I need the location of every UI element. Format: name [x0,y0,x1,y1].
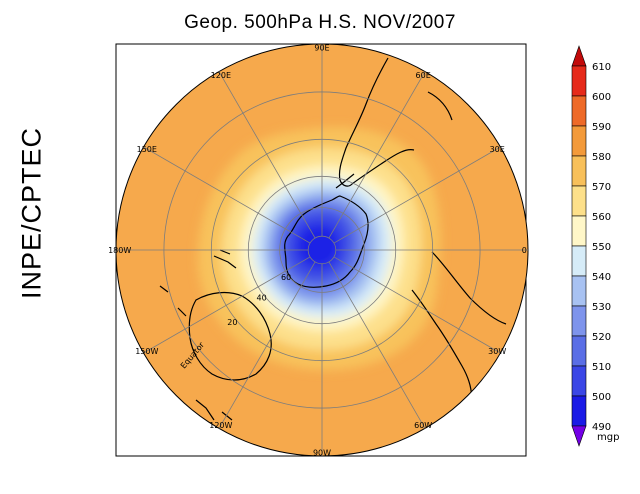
colorbar-level-label: 600 [592,92,611,103]
longitude-label: 120W [209,421,232,430]
colorbar-labels: 490 500 510 520 530 540 550 560 570 580 590 600 610 [592,62,611,433]
chart-title: Geop. 500hPa H.S. NOV/2007 [184,12,456,33]
colorbar-level-label: 580 [592,152,611,163]
latitude-label: 60 [281,273,291,282]
colorbar-swatch [571,395,587,427]
longitude-label: 0 [522,246,527,255]
longitude-label: 150E [137,145,157,154]
meridian [328,71,426,239]
meridian [143,256,311,354]
colorbar-level-label: 550 [592,242,611,253]
colorbar-level-label: 520 [592,332,611,343]
latitude-label: 20 [227,318,237,327]
meridian [218,71,316,239]
graticule [115,43,529,457]
colorbar-swatch [571,305,587,337]
colorbar-level-label: 610 [592,62,611,73]
colorbar-level-label: 560 [592,212,611,223]
colorbar-level-label: 540 [592,272,611,283]
colorbar-level-label: 570 [592,182,611,193]
colorbar-unit: mgp [597,432,619,443]
longitude-label: 60E [416,71,431,80]
colorbar-swatch [571,365,587,397]
coast-islands-west [159,285,233,421]
longitude-label: 30W [488,347,506,356]
colorbar-swatch [571,245,587,277]
colorbar-swatch [571,65,587,97]
colorbar-swatch [571,185,587,217]
colorbar-swatch [571,155,587,187]
colorbar-level-label: 510 [592,362,611,373]
meridian [218,261,316,429]
longitude-label: 30E [490,145,505,154]
colorbar-level-label: 530 [592,302,611,313]
colorbar-swatch [571,335,587,367]
longitude-label: 90W [313,448,331,457]
longitude-label: 150W [135,347,158,356]
colorbar-swatch [571,95,587,127]
meridian [333,146,501,244]
colorbar-level-label: 590 [592,122,611,133]
longitude-label: 60W [414,421,432,430]
colorbar-level-label: 490 [592,422,611,433]
longitude-label: 180W [108,246,131,255]
colorbar-level-label: 500 [592,392,611,403]
coast-africa [411,251,507,409]
meridian [328,261,426,429]
coast-new-zealand [213,249,237,269]
contour-500 [296,223,340,269]
meridian [333,256,501,354]
coast-south-america [335,57,453,189]
longitude-label: 120E [211,71,231,80]
colorbar-max-arrow [571,45,587,67]
colorbar-min-arrow [571,425,587,447]
colorbar-swatches [571,45,587,447]
colorbar-swatch [571,275,587,307]
colorbar-swatch [571,125,587,157]
colorbar-swatch [571,215,587,247]
latitude-label: 40 [257,294,267,303]
longitude-label: 90E [314,44,329,53]
meridian [143,146,311,244]
